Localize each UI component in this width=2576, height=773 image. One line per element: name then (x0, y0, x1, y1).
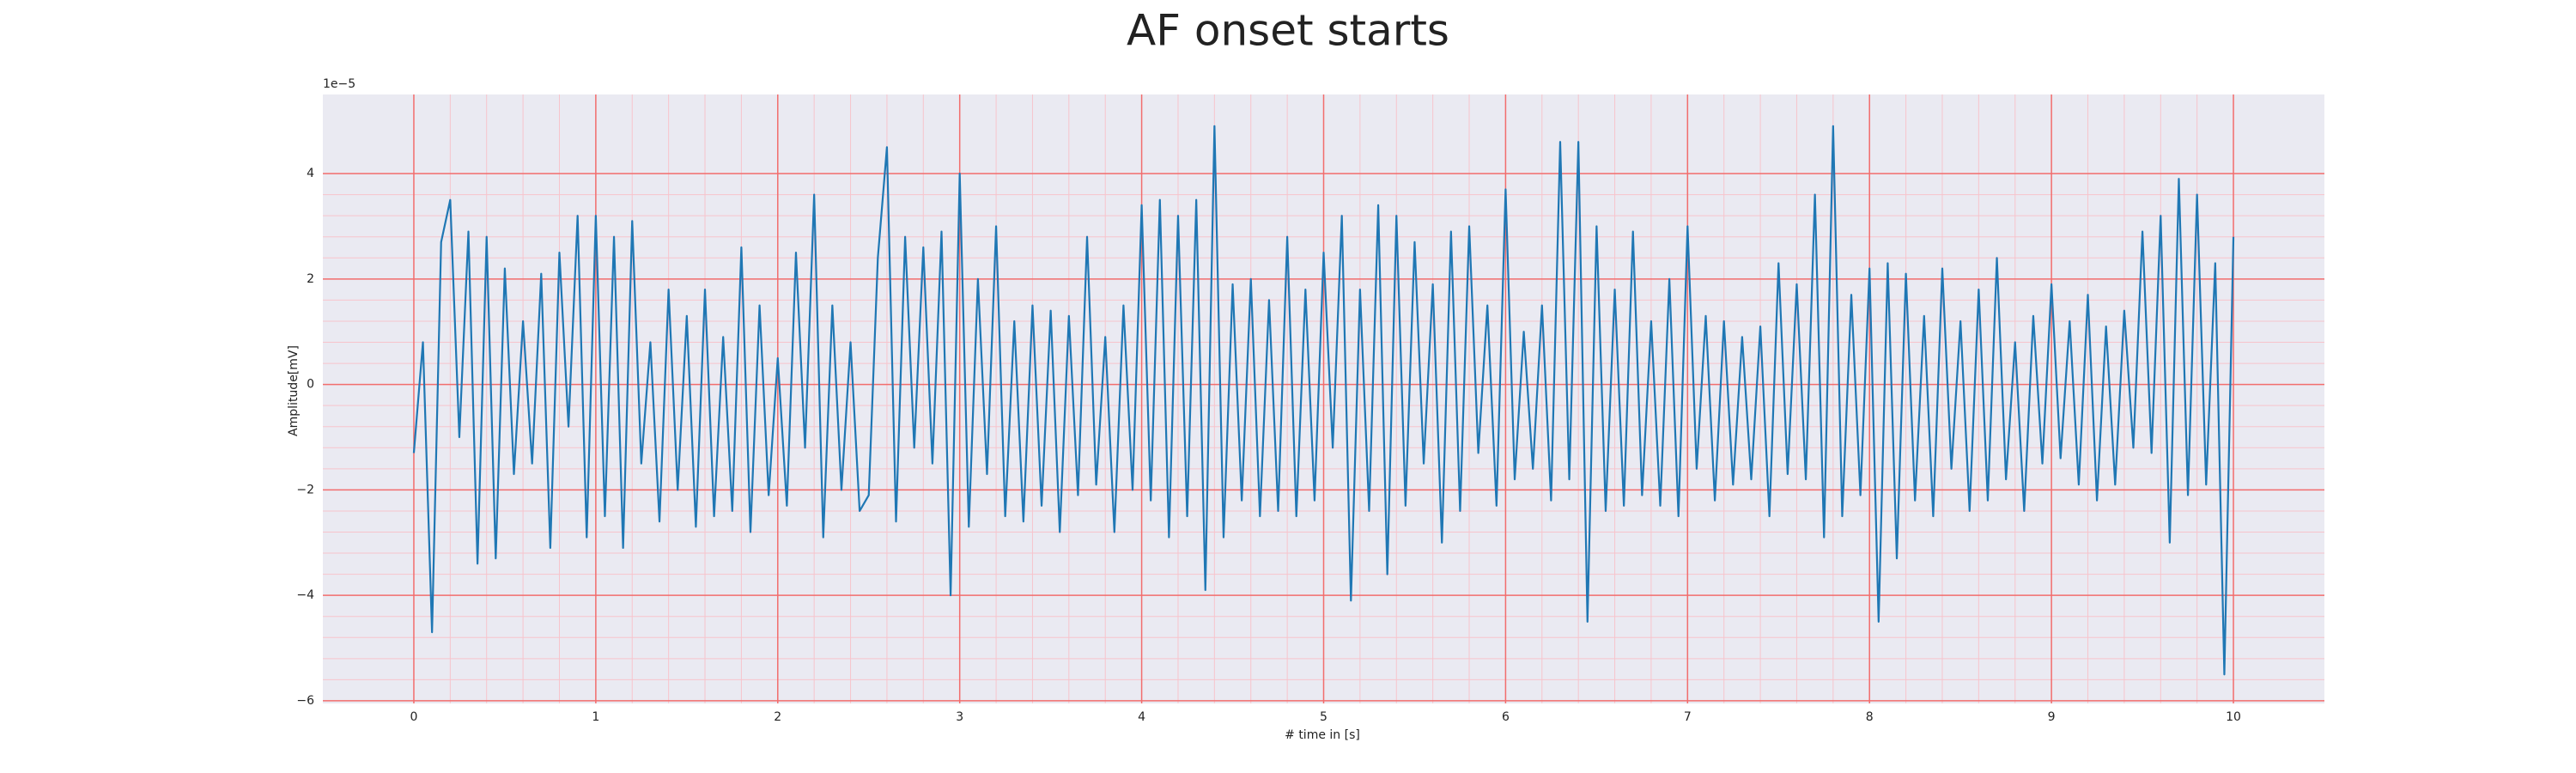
x-tick-label: 6 (1502, 710, 1510, 724)
y-axis-label: Amplitude[mV] (287, 345, 301, 436)
y-tick-label: 0 (307, 378, 314, 392)
x-tick-label: 7 (1684, 710, 1692, 724)
y-tick-label: −4 (296, 588, 314, 602)
x-tick-label: 1 (592, 710, 599, 724)
y-tick-label: −2 (296, 483, 314, 496)
y-tick-label: 4 (307, 167, 314, 180)
grid (323, 94, 2324, 703)
x-tick-label: 8 (1866, 710, 1874, 724)
x-tick-label: 3 (956, 710, 963, 724)
y-tick-label: −6 (296, 694, 314, 708)
x-tick-label: 2 (774, 710, 781, 724)
x-tick-label: 0 (410, 710, 417, 724)
x-tick-label: 5 (1320, 710, 1327, 724)
x-axis-label: # time in [s] (1285, 728, 1360, 742)
x-tick-label: 9 (2048, 710, 2056, 724)
y-tick-label: 2 (307, 272, 314, 286)
x-tick-label: 10 (2226, 710, 2241, 724)
chart-title: AF onset starts (1127, 6, 1449, 56)
data-line (412, 125, 2235, 676)
y-offset-label: 1e−5 (323, 77, 355, 91)
x-tick-label: 4 (1138, 710, 1145, 724)
